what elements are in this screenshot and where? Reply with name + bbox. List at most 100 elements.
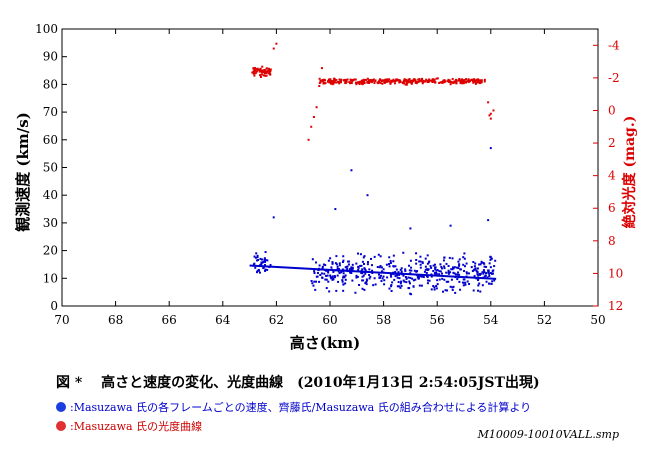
velocity-point — [344, 282, 347, 285]
brightness-point — [489, 117, 492, 120]
brightness-point — [252, 70, 255, 73]
velocity-point — [482, 272, 485, 275]
velocity-point — [378, 273, 381, 276]
velocity-point — [476, 273, 479, 276]
velocity-point — [357, 268, 360, 271]
velocity-point — [494, 259, 497, 262]
velocity-point — [450, 278, 453, 281]
velocity-point — [391, 281, 394, 284]
velocity-point — [438, 270, 441, 273]
velocity-point — [415, 252, 418, 255]
brightness-point — [398, 81, 401, 84]
brightness-point — [363, 82, 366, 85]
brightness-point — [261, 65, 264, 68]
velocity-point — [371, 269, 374, 272]
velocity-point — [459, 288, 462, 291]
velocity-point — [354, 291, 357, 294]
velocity-point — [256, 259, 259, 262]
velocity-point — [419, 255, 422, 258]
velocity-point — [366, 261, 369, 264]
y-right-tick-label: 6 — [608, 201, 616, 215]
brightness-point — [252, 72, 255, 75]
velocity-point — [440, 267, 443, 270]
velocity-point — [452, 271, 455, 274]
brightness-point — [405, 81, 408, 84]
velocity-point — [456, 273, 459, 276]
velocity-point — [355, 276, 358, 279]
velocity-point — [405, 277, 408, 280]
velocity-point — [356, 275, 359, 278]
brightness-point — [374, 79, 377, 82]
brightness-point — [338, 78, 341, 81]
brightness-point — [380, 80, 383, 83]
velocity-point — [342, 289, 345, 292]
velocity-point — [321, 265, 324, 268]
velocity-point — [390, 284, 393, 287]
velocity-point — [264, 251, 267, 254]
y-axis-right-label: 絶対光度 (mag.) — [621, 116, 638, 229]
brightness-point — [414, 80, 417, 83]
velocity-point — [415, 262, 418, 265]
velocity-point — [443, 256, 446, 259]
brightness-point — [269, 72, 272, 75]
velocity-point — [361, 287, 364, 290]
velocity-point — [335, 263, 338, 266]
velocity-point — [347, 263, 350, 266]
velocity-point — [485, 265, 488, 268]
velocity-point — [477, 289, 480, 292]
brightness-point — [369, 79, 372, 82]
brightness-point — [253, 68, 256, 71]
brightness-point — [396, 79, 399, 82]
brightness-point — [443, 79, 446, 82]
brightness-point — [355, 83, 358, 86]
velocity-point — [314, 288, 317, 291]
brightness-point — [262, 74, 265, 77]
brightness-point — [354, 78, 357, 81]
velocity-point — [266, 268, 269, 271]
velocity-point — [368, 268, 371, 271]
velocity-point — [420, 284, 423, 287]
velocity-point — [463, 257, 466, 260]
velocity-point — [477, 274, 480, 277]
brightness-point — [259, 74, 262, 77]
velocity-point — [488, 262, 491, 265]
brightness-point — [388, 80, 391, 83]
figure-caption: 図 * 高さと速度の変化、光度曲線 (2010年1月13日 2:54:05JST… — [56, 375, 540, 391]
brightness-point — [479, 81, 482, 84]
y-right-tick-label: 2 — [608, 136, 616, 150]
brightness-point — [366, 77, 369, 80]
velocity-point — [383, 279, 386, 282]
velocity-point — [418, 260, 421, 263]
velocity-point — [441, 290, 444, 293]
velocity-point — [356, 252, 359, 255]
velocity-point — [369, 275, 372, 278]
velocity-point — [256, 254, 259, 257]
velocity-point — [380, 266, 383, 269]
velocity-point — [385, 263, 388, 266]
velocity-point — [449, 224, 452, 227]
brightness-point — [258, 68, 261, 71]
velocity-point — [260, 258, 263, 261]
velocity-point — [400, 267, 403, 270]
brightness-point — [329, 78, 332, 81]
velocity-point — [458, 273, 461, 276]
brightness-point — [265, 67, 268, 70]
velocity-point — [432, 285, 435, 288]
velocity-point — [443, 278, 446, 281]
brightness-point — [474, 80, 477, 83]
brightness-point — [487, 101, 490, 104]
brightness-point — [475, 81, 478, 84]
velocity-point — [381, 277, 384, 280]
y-right-tick-label: 8 — [608, 234, 616, 248]
velocity-point — [330, 277, 333, 280]
velocity-point — [407, 276, 410, 279]
velocity-point — [433, 272, 436, 275]
velocity-point — [253, 255, 256, 258]
velocity-point — [449, 271, 452, 274]
brightness-point — [259, 75, 262, 78]
velocity-point — [427, 261, 430, 264]
velocity-point — [357, 265, 360, 268]
x-tick-label: 60 — [322, 313, 337, 327]
y-left-tick-label: 0 — [50, 299, 58, 313]
velocity-point — [331, 278, 334, 281]
